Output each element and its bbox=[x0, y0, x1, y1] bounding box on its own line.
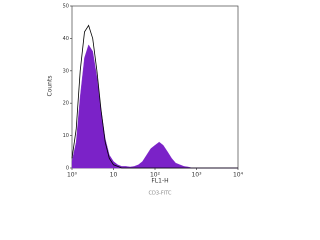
x-tick-label: 10² bbox=[150, 172, 161, 179]
x-tick-label: 10⁰ bbox=[67, 172, 78, 179]
chart: Counts FL1-H CD3-FITC 0 10 20 30 40 50 10⁰ 10 10… bbox=[47, 4, 244, 197]
x-axis-label: FL1-H bbox=[151, 178, 168, 185]
y-tick-label: 50 bbox=[63, 4, 69, 10]
y-tick-label: 0 bbox=[66, 166, 69, 172]
y-tick-label: 10 bbox=[63, 133, 69, 139]
y-axis-label: Counts bbox=[47, 76, 54, 97]
caption: CD3-FITC bbox=[149, 191, 172, 197]
histogram-area bbox=[71, 44, 238, 169]
x-tick-label: 10³ bbox=[191, 172, 202, 179]
y-tick-label: 20 bbox=[63, 101, 69, 107]
x-tick-label: 10 bbox=[110, 172, 118, 179]
y-tick-label: 40 bbox=[63, 36, 69, 42]
y-tick-label: 30 bbox=[63, 68, 69, 74]
x-tick-label: 10⁴ bbox=[233, 172, 244, 179]
histogram-line bbox=[71, 24, 238, 169]
